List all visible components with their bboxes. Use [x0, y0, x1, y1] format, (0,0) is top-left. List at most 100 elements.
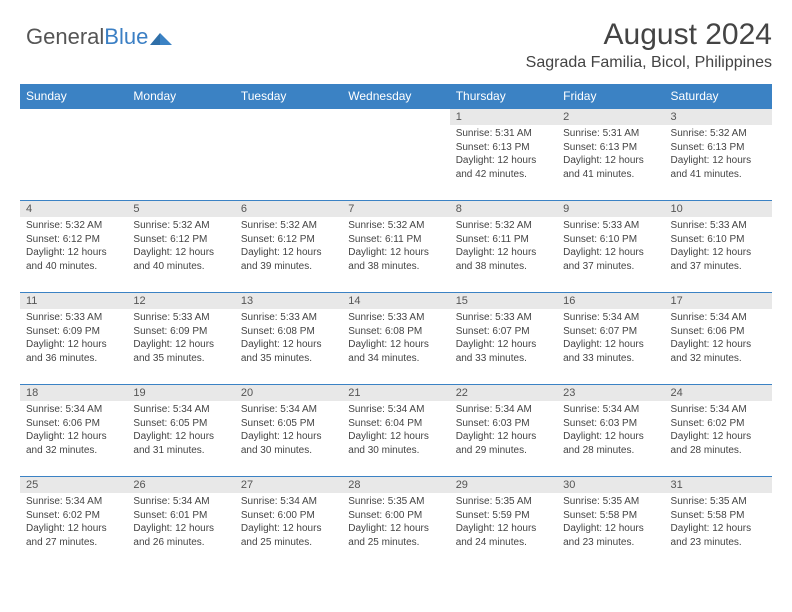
day-number: 7 — [342, 201, 449, 217]
day-details: Sunrise: 5:34 AMSunset: 6:06 PMDaylight:… — [20, 401, 127, 461]
day-number: 24 — [665, 385, 772, 401]
calendar-cell: 27Sunrise: 5:34 AMSunset: 6:00 PMDayligh… — [235, 477, 342, 569]
calendar-cell: 18Sunrise: 5:34 AMSunset: 6:06 PMDayligh… — [20, 385, 127, 477]
calendar-cell: 16Sunrise: 5:34 AMSunset: 6:07 PMDayligh… — [557, 293, 664, 385]
calendar-cell: 9Sunrise: 5:33 AMSunset: 6:10 PMDaylight… — [557, 201, 664, 293]
day-header: Monday — [127, 84, 234, 109]
logo-text-1: General — [26, 24, 104, 50]
day-number: 2 — [557, 109, 664, 125]
day-header: Wednesday — [342, 84, 449, 109]
day-number: 11 — [20, 293, 127, 309]
calendar-cell: 8Sunrise: 5:32 AMSunset: 6:11 PMDaylight… — [450, 201, 557, 293]
day-details: Sunrise: 5:32 AMSunset: 6:11 PMDaylight:… — [342, 217, 449, 277]
day-details: Sunrise: 5:34 AMSunset: 6:00 PMDaylight:… — [235, 493, 342, 553]
day-details: Sunrise: 5:34 AMSunset: 6:01 PMDaylight:… — [127, 493, 234, 553]
calendar-cell: 1Sunrise: 5:31 AMSunset: 6:13 PMDaylight… — [450, 109, 557, 201]
location: Sagrada Familia, Bicol, Philippines — [526, 54, 772, 72]
calendar-cell: 20Sunrise: 5:34 AMSunset: 6:05 PMDayligh… — [235, 385, 342, 477]
day-header-row: SundayMondayTuesdayWednesdayThursdayFrid… — [20, 84, 772, 109]
day-details: Sunrise: 5:32 AMSunset: 6:12 PMDaylight:… — [235, 217, 342, 277]
day-number: 12 — [127, 293, 234, 309]
day-details: Sunrise: 5:33 AMSunset: 6:09 PMDaylight:… — [127, 309, 234, 369]
calendar-week: 25Sunrise: 5:34 AMSunset: 6:02 PMDayligh… — [20, 477, 772, 569]
day-number: 20 — [235, 385, 342, 401]
calendar-cell: 17Sunrise: 5:34 AMSunset: 6:06 PMDayligh… — [665, 293, 772, 385]
day-details: Sunrise: 5:34 AMSunset: 6:02 PMDaylight:… — [20, 493, 127, 553]
day-details: Sunrise: 5:33 AMSunset: 6:07 PMDaylight:… — [450, 309, 557, 369]
day-details: Sunrise: 5:35 AMSunset: 6:00 PMDaylight:… — [342, 493, 449, 553]
calendar-week: 4Sunrise: 5:32 AMSunset: 6:12 PMDaylight… — [20, 201, 772, 293]
day-details: Sunrise: 5:32 AMSunset: 6:13 PMDaylight:… — [665, 125, 772, 185]
calendar-week: 1Sunrise: 5:31 AMSunset: 6:13 PMDaylight… — [20, 109, 772, 201]
calendar-week: 18Sunrise: 5:34 AMSunset: 6:06 PMDayligh… — [20, 385, 772, 477]
calendar-cell: 15Sunrise: 5:33 AMSunset: 6:07 PMDayligh… — [450, 293, 557, 385]
month-title: August 2024 — [526, 18, 772, 52]
day-details: Sunrise: 5:35 AMSunset: 5:59 PMDaylight:… — [450, 493, 557, 553]
day-details: Sunrise: 5:34 AMSunset: 6:03 PMDaylight:… — [557, 401, 664, 461]
calendar-cell: 24Sunrise: 5:34 AMSunset: 6:02 PMDayligh… — [665, 385, 772, 477]
calendar-cell: 6Sunrise: 5:32 AMSunset: 6:12 PMDaylight… — [235, 201, 342, 293]
calendar-cell: 19Sunrise: 5:34 AMSunset: 6:05 PMDayligh… — [127, 385, 234, 477]
day-details: Sunrise: 5:34 AMSunset: 6:04 PMDaylight:… — [342, 401, 449, 461]
title-block: August 2024 Sagrada Familia, Bicol, Phil… — [526, 18, 772, 72]
calendar-cell: 22Sunrise: 5:34 AMSunset: 6:03 PMDayligh… — [450, 385, 557, 477]
day-details: Sunrise: 5:32 AMSunset: 6:12 PMDaylight:… — [20, 217, 127, 277]
day-number: 27 — [235, 477, 342, 493]
day-details: Sunrise: 5:34 AMSunset: 6:05 PMDaylight:… — [235, 401, 342, 461]
day-header: Friday — [557, 84, 664, 109]
day-details: Sunrise: 5:31 AMSunset: 6:13 PMDaylight:… — [557, 125, 664, 185]
day-number: 5 — [127, 201, 234, 217]
day-number: 14 — [342, 293, 449, 309]
day-details: Sunrise: 5:35 AMSunset: 5:58 PMDaylight:… — [557, 493, 664, 553]
calendar-cell: 25Sunrise: 5:34 AMSunset: 6:02 PMDayligh… — [20, 477, 127, 569]
day-number: 25 — [20, 477, 127, 493]
day-number: 29 — [450, 477, 557, 493]
calendar-cell: 31Sunrise: 5:35 AMSunset: 5:58 PMDayligh… — [665, 477, 772, 569]
calendar-cell — [235, 109, 342, 201]
calendar-cell: 11Sunrise: 5:33 AMSunset: 6:09 PMDayligh… — [20, 293, 127, 385]
day-details: Sunrise: 5:32 AMSunset: 6:12 PMDaylight:… — [127, 217, 234, 277]
calendar-week: 11Sunrise: 5:33 AMSunset: 6:09 PMDayligh… — [20, 293, 772, 385]
day-number: 15 — [450, 293, 557, 309]
calendar-cell: 28Sunrise: 5:35 AMSunset: 6:00 PMDayligh… — [342, 477, 449, 569]
day-details: Sunrise: 5:33 AMSunset: 6:10 PMDaylight:… — [665, 217, 772, 277]
calendar-table: SundayMondayTuesdayWednesdayThursdayFrid… — [20, 84, 772, 569]
day-number: 22 — [450, 385, 557, 401]
day-number: 19 — [127, 385, 234, 401]
day-number: 6 — [235, 201, 342, 217]
calendar-cell: 29Sunrise: 5:35 AMSunset: 5:59 PMDayligh… — [450, 477, 557, 569]
day-number: 17 — [665, 293, 772, 309]
day-details: Sunrise: 5:34 AMSunset: 6:07 PMDaylight:… — [557, 309, 664, 369]
calendar-cell: 13Sunrise: 5:33 AMSunset: 6:08 PMDayligh… — [235, 293, 342, 385]
day-details: Sunrise: 5:34 AMSunset: 6:05 PMDaylight:… — [127, 401, 234, 461]
logo: GeneralBlue — [20, 18, 174, 50]
day-details: Sunrise: 5:34 AMSunset: 6:02 PMDaylight:… — [665, 401, 772, 461]
logo-icon — [150, 29, 174, 47]
calendar-cell — [127, 109, 234, 201]
day-details: Sunrise: 5:33 AMSunset: 6:10 PMDaylight:… — [557, 217, 664, 277]
calendar-cell — [20, 109, 127, 201]
day-header: Sunday — [20, 84, 127, 109]
calendar-cell: 26Sunrise: 5:34 AMSunset: 6:01 PMDayligh… — [127, 477, 234, 569]
day-number: 10 — [665, 201, 772, 217]
calendar-cell: 12Sunrise: 5:33 AMSunset: 6:09 PMDayligh… — [127, 293, 234, 385]
day-details: Sunrise: 5:34 AMSunset: 6:06 PMDaylight:… — [665, 309, 772, 369]
day-number: 1 — [450, 109, 557, 125]
calendar-cell: 23Sunrise: 5:34 AMSunset: 6:03 PMDayligh… — [557, 385, 664, 477]
day-header: Saturday — [665, 84, 772, 109]
day-details: Sunrise: 5:33 AMSunset: 6:08 PMDaylight:… — [235, 309, 342, 369]
calendar-cell: 3Sunrise: 5:32 AMSunset: 6:13 PMDaylight… — [665, 109, 772, 201]
calendar-cell: 10Sunrise: 5:33 AMSunset: 6:10 PMDayligh… — [665, 201, 772, 293]
day-number: 3 — [665, 109, 772, 125]
day-details: Sunrise: 5:35 AMSunset: 5:58 PMDaylight:… — [665, 493, 772, 553]
day-number: 13 — [235, 293, 342, 309]
day-number: 16 — [557, 293, 664, 309]
day-number: 31 — [665, 477, 772, 493]
day-number: 23 — [557, 385, 664, 401]
calendar-cell: 5Sunrise: 5:32 AMSunset: 6:12 PMDaylight… — [127, 201, 234, 293]
day-number: 4 — [20, 201, 127, 217]
day-number: 28 — [342, 477, 449, 493]
calendar-cell — [342, 109, 449, 201]
day-number: 18 — [20, 385, 127, 401]
calendar-cell: 2Sunrise: 5:31 AMSunset: 6:13 PMDaylight… — [557, 109, 664, 201]
